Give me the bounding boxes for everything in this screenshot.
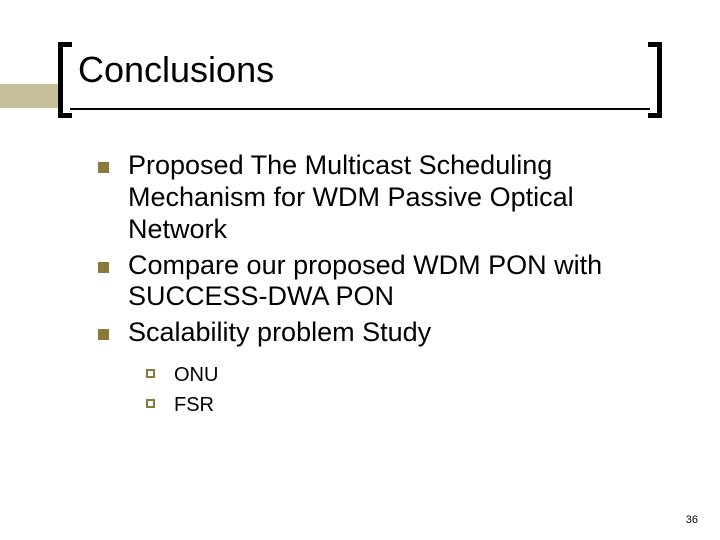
page-number: 36 [686, 514, 698, 526]
bullet-item: Compare our proposed WDM PON with SUCCES… [98, 250, 668, 314]
content-area: Proposed The Multicast Scheduling Mechan… [98, 150, 668, 423]
sub-bullet-text: FSR [174, 393, 214, 417]
bullet-text: Compare our proposed WDM PON with SUCCES… [128, 250, 668, 314]
square-bullet-icon [98, 317, 128, 340]
sub-bullet-text: ONU [174, 363, 218, 387]
accent-bar [0, 84, 60, 108]
slide-title: Conclusions [58, 48, 662, 91]
bullet-item: Scalability problem Study [98, 317, 668, 349]
bracket-right-icon [648, 42, 662, 118]
title-underline [70, 108, 650, 110]
bracket-left-icon [58, 42, 72, 118]
sub-bullet-item: FSR [146, 393, 668, 417]
sub-bullet-group: ONU FSR [146, 363, 668, 417]
sub-bullet-item: ONU [146, 363, 668, 387]
square-bullet-icon [98, 250, 128, 273]
bullet-text: Proposed The Multicast Scheduling Mechan… [128, 150, 668, 246]
bullet-item: Proposed The Multicast Scheduling Mechan… [98, 150, 668, 246]
hollow-square-bullet-icon [146, 363, 174, 378]
hollow-square-bullet-icon [146, 393, 174, 408]
bullet-text: Scalability problem Study [128, 317, 431, 349]
square-bullet-icon [98, 150, 128, 173]
title-container: Conclusions [58, 48, 662, 91]
